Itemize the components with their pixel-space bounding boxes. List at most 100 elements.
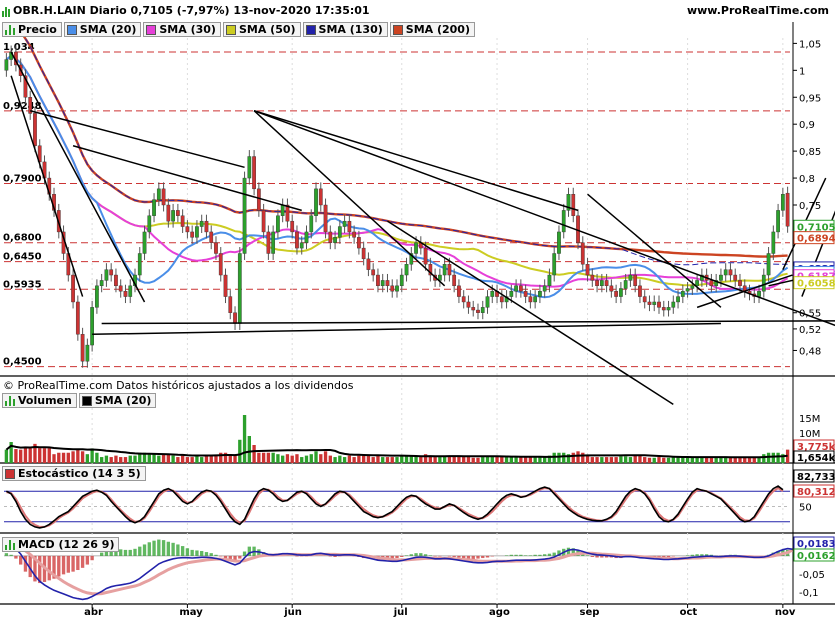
price-tick-label: 0,48 bbox=[799, 346, 821, 357]
macd-histogram-bar bbox=[457, 555, 461, 558]
instrument-title-text: OBR.H.LAIN Diario 0,7105 (-7,97%) 13-nov… bbox=[13, 4, 370, 17]
volume-bar bbox=[228, 454, 232, 463]
volume-bar bbox=[38, 448, 42, 463]
macd-histogram-bar bbox=[247, 546, 251, 556]
macd-histogram-bar bbox=[490, 555, 494, 557]
candle bbox=[638, 285, 642, 297]
candle bbox=[452, 274, 457, 287]
macd-histogram-bar bbox=[523, 555, 528, 556]
volume-bar bbox=[271, 452, 275, 463]
macd-histogram-bar bbox=[504, 555, 509, 556]
candle bbox=[533, 296, 538, 303]
macd-histogram-bar bbox=[223, 555, 228, 559]
volume-bar bbox=[290, 455, 294, 463]
macd-histogram-bar bbox=[200, 550, 204, 556]
volume-bar bbox=[295, 454, 299, 463]
volume-bar bbox=[71, 451, 75, 463]
candle bbox=[633, 274, 638, 287]
macd-histogram-bar bbox=[433, 555, 437, 557]
price-legend-item[interactable]: SMA (30) bbox=[143, 22, 221, 37]
macd-histogram-bar bbox=[476, 555, 480, 559]
legend-label: Volumen bbox=[18, 394, 72, 407]
candle bbox=[90, 307, 94, 346]
candle bbox=[285, 204, 290, 222]
volume-bar bbox=[595, 457, 599, 463]
color-swatch-icon bbox=[146, 24, 157, 35]
volume-bar bbox=[90, 448, 94, 463]
macd-line bbox=[6, 544, 793, 601]
volume-bar bbox=[361, 455, 366, 463]
macd-histogram-bar bbox=[47, 555, 51, 581]
price-legend-item[interactable]: Precio bbox=[2, 22, 62, 37]
candle bbox=[647, 301, 652, 305]
volume-legend-item[interactable]: Volumen bbox=[2, 393, 77, 408]
time-tick-label: abr bbox=[84, 607, 103, 618]
macd-histogram-bar bbox=[604, 555, 609, 558]
volume-bar bbox=[209, 455, 213, 463]
macd-histogram-bar bbox=[209, 553, 213, 556]
candle bbox=[628, 274, 633, 281]
candle bbox=[428, 264, 433, 276]
macd-histogram-bar bbox=[9, 554, 13, 556]
price-legend-item[interactable]: SMA (20) bbox=[63, 22, 142, 37]
candle bbox=[457, 285, 461, 297]
volume-bar bbox=[195, 455, 199, 463]
trendline bbox=[587, 193, 722, 308]
candle bbox=[761, 274, 766, 292]
candle bbox=[595, 280, 599, 287]
macd-histogram-bar bbox=[600, 555, 604, 558]
volume-bar bbox=[128, 455, 132, 463]
volume-bar bbox=[95, 452, 99, 463]
volume-bar bbox=[747, 457, 752, 463]
macd-legend-item[interactable]: MACD (12 26 9) bbox=[2, 537, 120, 552]
price-legend-item[interactable]: SMA (200) bbox=[389, 22, 475, 37]
candle bbox=[590, 274, 595, 281]
badge-box bbox=[793, 450, 835, 464]
volume-bar bbox=[395, 457, 399, 463]
candle bbox=[585, 264, 590, 276]
price-legend-item[interactable]: SMA (130) bbox=[302, 22, 388, 37]
candle bbox=[304, 231, 309, 243]
volume-bar bbox=[519, 457, 523, 463]
price-legend-item[interactable]: SMA (50) bbox=[222, 22, 301, 37]
sma-50-line bbox=[5, 54, 788, 287]
volume-bar bbox=[304, 455, 309, 463]
macd-histogram-bar bbox=[71, 555, 75, 572]
macd-histogram-bar bbox=[547, 553, 552, 556]
volume-tick-label: 15M bbox=[799, 414, 820, 425]
volume-bar bbox=[724, 457, 728, 463]
candle bbox=[290, 220, 295, 233]
candle bbox=[657, 301, 661, 308]
candle bbox=[75, 301, 80, 335]
candle bbox=[723, 269, 728, 276]
candle bbox=[256, 188, 261, 211]
badge-box bbox=[793, 231, 835, 245]
volume-bar bbox=[319, 454, 323, 463]
macd-histogram-bar bbox=[133, 548, 137, 556]
level-label: 0,4500 bbox=[3, 357, 42, 368]
stoch-tick-label: 50 bbox=[799, 503, 812, 514]
volume-legend-item[interactable]: SMA (20) bbox=[78, 393, 157, 408]
macd-histogram-bar bbox=[214, 554, 218, 556]
volume-bar bbox=[333, 457, 337, 463]
macd-histogram-bar bbox=[538, 554, 542, 556]
macd-histogram-bar bbox=[400, 555, 404, 557]
macd-histogram-bar bbox=[333, 555, 337, 557]
legend-label: MACD (12 26 9) bbox=[18, 538, 115, 551]
volume-bar bbox=[571, 452, 575, 463]
volume-sma-line bbox=[5, 444, 788, 459]
volume-bar bbox=[176, 457, 180, 463]
price-tick-label: 0,75 bbox=[799, 201, 821, 212]
volume-bar bbox=[323, 451, 328, 463]
candle bbox=[652, 301, 657, 305]
badge-text: 80,312 bbox=[797, 487, 835, 498]
macd-histogram-bar bbox=[52, 555, 56, 579]
volume-bar bbox=[285, 454, 290, 463]
volume-bar bbox=[423, 454, 428, 463]
candle bbox=[661, 307, 666, 311]
volume-bar bbox=[490, 457, 494, 463]
candle bbox=[323, 204, 328, 233]
stoch-legend-item[interactable]: Estocástico (14 3 5) bbox=[2, 466, 146, 481]
candle bbox=[137, 253, 142, 276]
